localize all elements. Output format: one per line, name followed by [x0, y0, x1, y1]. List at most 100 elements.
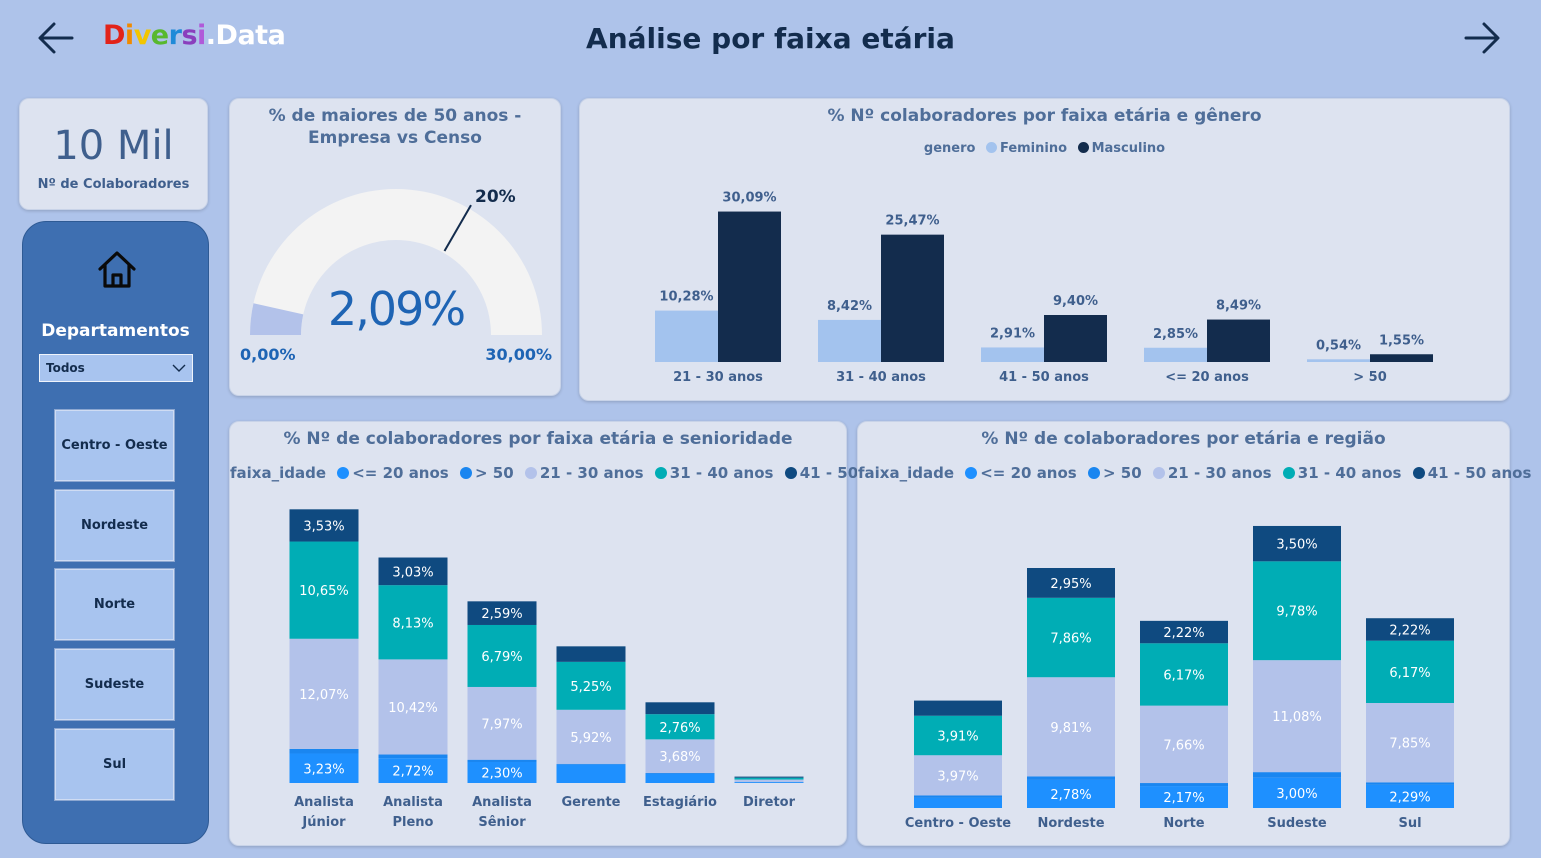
region-button-centro-oeste[interactable]: Centro - Oeste: [54, 409, 175, 482]
stack-segment-21-30[interactable]: [645, 739, 715, 773]
category-label: 41 - 50 anos: [999, 370, 1089, 385]
bar-feminino[interactable]: [655, 310, 718, 362]
bar-masculino[interactable]: [881, 234, 944, 362]
stack-segment-gt50[interactable]: [1140, 783, 1228, 787]
stack-segment-21-30[interactable]: [1366, 703, 1454, 783]
stack-segment-31-40[interactable]: [1366, 640, 1454, 704]
arrow-right-icon[interactable]: [1462, 18, 1502, 58]
seniority-chart-card: % Nº de colaboradores por faixa etária e…: [229, 421, 903, 846]
bar-feminino[interactable]: [818, 319, 881, 362]
bar-feminino[interactable]: [981, 347, 1044, 362]
stack-segment-31-40[interactable]: [1027, 597, 1115, 678]
stack-segment-31-40[interactable]: [1140, 643, 1228, 706]
data-label: 2,22%: [1389, 623, 1430, 638]
stack-segment-le20[interactable]: [645, 773, 715, 783]
stack-segment-gt50[interactable]: [1253, 772, 1341, 778]
stack-segment-41-50[interactable]: [556, 646, 626, 662]
department-select[interactable]: Todos: [39, 354, 193, 382]
region-button-nordeste[interactable]: Nordeste: [54, 489, 175, 562]
stack-segment-21-30[interactable]: [467, 686, 537, 760]
stack-segment-le20[interactable]: [1366, 784, 1454, 808]
logo-part: i: [197, 20, 206, 51]
stack-segment-21-30[interactable]: [914, 755, 1002, 796]
bar-feminino[interactable]: [1307, 359, 1370, 362]
stack-segment-21-30[interactable]: [734, 779, 804, 782]
stack-segment-41-50[interactable]: [1253, 525, 1341, 562]
stack-segment-gt50[interactable]: [378, 754, 448, 759]
bar-masculino[interactable]: [1370, 354, 1433, 362]
stack-segment-41-50[interactable]: [1140, 620, 1228, 644]
kpi-value: 10 Mil: [53, 123, 174, 169]
data-label: 2,76%: [659, 721, 700, 736]
stack-segment-le20[interactable]: [467, 762, 537, 783]
logo-part: v: [133, 20, 152, 51]
stack-segment-le20[interactable]: [1140, 786, 1228, 808]
data-label: 3,53%: [303, 519, 344, 534]
stack-segment-41-50[interactable]: [734, 776, 804, 778]
stack-segment-31-40[interactable]: [1253, 561, 1341, 661]
category-label: Analista Pleno: [383, 795, 443, 830]
data-label: 2,91%: [990, 326, 1035, 341]
stack-segment-le20[interactable]: [289, 753, 359, 783]
region-button-norte[interactable]: Norte: [54, 568, 175, 641]
stack-segment-31-40[interactable]: [289, 541, 359, 639]
stack-segment-gt50[interactable]: [645, 772, 715, 774]
stack-segment-le20[interactable]: [378, 758, 448, 783]
stack-segment-gt50[interactable]: [914, 795, 1002, 798]
stack-segment-41-50[interactable]: [1027, 568, 1115, 598]
bar-masculino[interactable]: [1207, 319, 1270, 362]
data-label: 3,03%: [392, 565, 433, 580]
legend-dot: [965, 467, 978, 479]
stack-segment-le20[interactable]: [734, 782, 804, 783]
arrow-left-icon[interactable]: [36, 18, 76, 58]
stack-segment-gt50[interactable]: [556, 763, 626, 765]
stack-segment-gt50[interactable]: [289, 748, 359, 754]
stack-segment-41-50[interactable]: [467, 601, 537, 625]
stack-segment-41-50[interactable]: [914, 700, 1002, 716]
legend-label: 41 - 50 anos: [1427, 464, 1532, 482]
stack-segment-31-40[interactable]: [645, 714, 715, 740]
stack-segment-21-30[interactable]: [1253, 660, 1341, 773]
stack-segment-31-40[interactable]: [556, 661, 626, 710]
stack-segment-le20[interactable]: [1253, 777, 1341, 808]
stack-segment-gt50[interactable]: [467, 759, 537, 763]
category-label: > 50: [1353, 370, 1387, 385]
legend-label: 21 - 30 anos: [539, 464, 644, 482]
data-label: 7,97%: [481, 717, 522, 732]
stack-segment-gt50[interactable]: [1366, 782, 1454, 785]
stack-segment-21-30[interactable]: [378, 659, 448, 755]
bar-masculino[interactable]: [718, 211, 781, 362]
stack-segment-41-50[interactable]: [645, 702, 715, 715]
legend-label: <= 20 anos: [352, 464, 449, 482]
stack-segment-31-40[interactable]: [378, 585, 448, 660]
stack-segment-31-40[interactable]: [467, 624, 537, 687]
data-label: 6,79%: [481, 650, 522, 665]
stack-segment-le20[interactable]: [556, 764, 626, 783]
bar-feminino[interactable]: [1144, 347, 1207, 362]
stack-segment-41-50[interactable]: [1366, 618, 1454, 641]
region-button-sudeste[interactable]: Sudeste: [54, 648, 175, 721]
stack-segment-41-50[interactable]: [289, 509, 359, 542]
home-icon[interactable]: [95, 247, 139, 291]
region-legend-title: faixa_idade: [858, 464, 954, 482]
region-button-sul[interactable]: Sul: [54, 728, 175, 801]
stack-segment-41-50[interactable]: [378, 557, 448, 586]
category-label: 21 - 30 anos: [673, 370, 763, 385]
data-label: 5,92%: [570, 731, 611, 746]
stack-segment-21-30[interactable]: [556, 709, 626, 764]
stack-segment-le20[interactable]: [914, 797, 1002, 808]
stack-segment-gt50[interactable]: [1027, 776, 1115, 780]
stack-segment-21-30[interactable]: [1027, 677, 1115, 777]
stack-segment-21-30[interactable]: [1140, 705, 1228, 784]
stack-segment-31-40[interactable]: [734, 777, 804, 780]
stack-segment-31-40[interactable]: [914, 715, 1002, 756]
data-label: 2,72%: [392, 765, 433, 780]
seniority-legend: faixa_idade <= 20 anos > 50 21 - 30 anos…: [230, 464, 903, 482]
department-select-value: Todos: [46, 361, 85, 375]
legend-item-le20: <= 20 anos: [337, 464, 449, 482]
legend-label: <= 20 anos: [980, 464, 1077, 482]
bar-masculino[interactable]: [1044, 315, 1107, 362]
stack-segment-21-30[interactable]: [289, 638, 359, 749]
stack-segment-le20[interactable]: [1027, 779, 1115, 808]
gender-legend-title: genero: [923, 141, 976, 156]
